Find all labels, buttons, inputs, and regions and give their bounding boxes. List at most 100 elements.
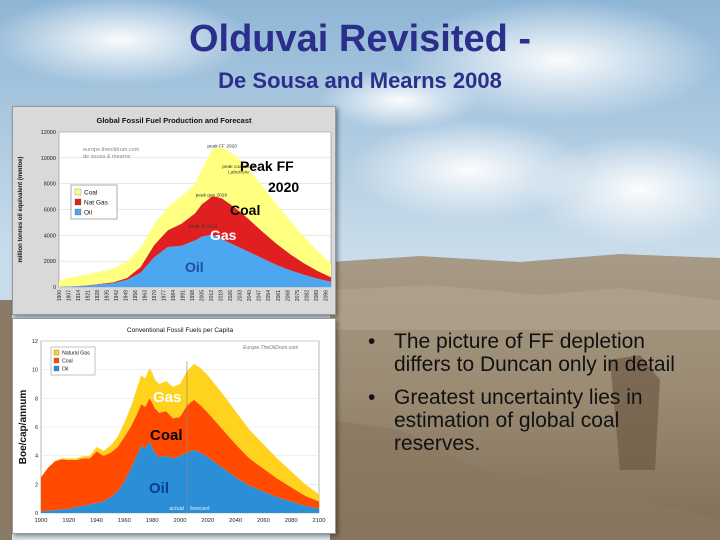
x-tick-label: 2033 xyxy=(238,290,244,301)
legend-label: Oil xyxy=(62,367,68,373)
annotation-label: peak coal 2048 xyxy=(222,164,255,170)
legend-label: Coal xyxy=(84,190,98,197)
watermark-line: de sousa & mearns xyxy=(83,154,131,160)
y-tick-label: 2 xyxy=(35,482,38,488)
annotation-label: peak FF 2020 xyxy=(207,144,237,150)
y-tick-label: 0 xyxy=(53,285,56,291)
legend-label: Nat Gas xyxy=(84,200,109,207)
area-coal xyxy=(59,147,331,287)
big-label-oil: Oil xyxy=(185,259,204,275)
bullet-text: The picture of FF depletion differs to D… xyxy=(394,330,675,376)
y-tick-label: 12 xyxy=(32,339,38,345)
x-tick-label: 1935 xyxy=(104,290,110,301)
y-tick-label: 10000 xyxy=(41,156,56,162)
legend-swatch xyxy=(53,365,60,372)
per-capita-chart: 0 2 4 6 8 10 12 1900 1920 1940 1960 1980 2000 2020 204… xyxy=(13,319,335,533)
x-tick-label: 2100 xyxy=(313,518,326,524)
x-tick-label: 1980 xyxy=(146,518,159,524)
chart-title: Global Fossil Fuel Production and Foreca… xyxy=(96,116,252,125)
x-tick-label: 1991 xyxy=(181,290,187,301)
legend-swatch xyxy=(74,208,82,216)
area-oil xyxy=(59,234,331,287)
y-tick-label: 10 xyxy=(32,368,38,374)
annotation-label: Laherrere xyxy=(228,169,249,175)
x-tick-label: 1914 xyxy=(76,290,82,301)
x-tick-label: 1970 xyxy=(152,290,158,301)
big-label-coal: Coal xyxy=(150,427,183,444)
big-label-gas: Gas xyxy=(210,227,237,243)
big-label-gas: Gas xyxy=(153,389,181,406)
annotation-label: peak gas 2029 xyxy=(196,193,228,199)
x-tick-label: 2080 xyxy=(285,518,298,524)
bullet-dot: • xyxy=(368,330,376,353)
x-tick-label: 1920 xyxy=(62,518,75,524)
x-tick-label: 2020 xyxy=(201,518,214,524)
legend-swatch xyxy=(53,349,60,356)
x-tick-label: 2047 xyxy=(257,290,263,301)
x-tick-label: 2089 xyxy=(314,290,320,301)
y-tick-label: 4 xyxy=(35,454,38,460)
y-tick-label: 4000 xyxy=(44,233,56,239)
per-capita-chart-panel: 0 2 4 6 8 10 12 1900 1920 1940 1960 1980 2000 2020 204… xyxy=(12,318,336,534)
x-tick-label: 1928 xyxy=(95,290,101,301)
bullet-dot: • xyxy=(368,386,376,409)
x-tick-label: 2061 xyxy=(276,290,282,301)
production-chart-panel: 0 2000 4000 6000 8000 10000 12000 1900 1907 1914 1… xyxy=(12,106,336,315)
x-tick-label: 1977 xyxy=(162,290,168,301)
divider-label-actual: actual xyxy=(169,506,184,512)
y-tick-label: 6 xyxy=(35,425,38,431)
x-tick-label: 2026 xyxy=(228,290,234,301)
x-tick-label: 1984 xyxy=(171,290,177,301)
y-tick-label: 0 xyxy=(35,511,38,517)
x-tick-label: 1940 xyxy=(90,518,103,524)
x-tick-label: 1921 xyxy=(85,290,91,301)
x-tick-label: 2040 xyxy=(247,290,253,301)
slide-subtitle: De Sousa and Mearns 2008 xyxy=(218,68,502,93)
x-tick-label: 2019 xyxy=(219,290,225,301)
big-label-peak: Peak FF xyxy=(240,158,294,174)
big-label-peak-year: 2020 xyxy=(268,179,299,195)
legend-label: Natural Gas xyxy=(62,351,90,357)
bullet-list: • The picture of FF depletion differs to … xyxy=(366,330,702,465)
x-tick-label: 2040 xyxy=(229,518,242,524)
x-tick-label: 1949 xyxy=(123,290,129,301)
chart-title: Conventional Fossil Fuels per Capita xyxy=(127,327,234,334)
watermark-line: europe.theoildrum.com xyxy=(83,147,140,153)
y-axis-label: million tonnes oil equivalent (mmtoe) xyxy=(18,156,24,262)
x-tick-label: 2005 xyxy=(200,290,206,301)
watermark: Europe.TheOilDrum.com xyxy=(243,345,298,351)
legend-swatch xyxy=(53,357,60,364)
bullet-text: Greatest uncertainty lies in estimation … xyxy=(394,386,643,455)
annotation-label: peak oil 2012 xyxy=(189,224,218,230)
x-tick-label: 1963 xyxy=(142,290,148,301)
area-natural-gas xyxy=(41,363,319,502)
legend-label: Oil xyxy=(84,210,93,217)
y-tick-label: 8000 xyxy=(44,182,56,188)
x-tick-label: 1907 xyxy=(66,290,72,301)
y-tick-label: 6000 xyxy=(44,208,56,214)
y-tick-label: 2000 xyxy=(44,259,56,265)
x-tick-label: 1960 xyxy=(118,518,131,524)
x-tick-label: 2054 xyxy=(266,290,272,301)
y-axis-label: Boe/cap/annum xyxy=(18,390,29,465)
y-tick-label: 8 xyxy=(35,396,38,402)
legend-label: Coal xyxy=(62,359,73,365)
bullet-item: • Greatest uncertainty lies in estimation… xyxy=(366,386,702,455)
area-oil xyxy=(41,441,319,513)
x-tick-label: 1900 xyxy=(35,518,48,524)
x-tick-label: 2068 xyxy=(285,290,291,301)
x-tick-label: 1900 xyxy=(57,290,63,301)
area-gas xyxy=(59,196,331,287)
slide-title: Olduvai Revisited - xyxy=(188,18,532,60)
x-tick-label: 2082 xyxy=(304,290,310,301)
x-tick-label: 1942 xyxy=(114,290,120,301)
legend-swatch xyxy=(74,188,82,196)
legend-swatch xyxy=(74,198,82,206)
x-tick-label: 2096 xyxy=(323,290,329,301)
x-tick-label: 1998 xyxy=(190,290,196,301)
divider-label-forecast: forecast xyxy=(190,506,210,512)
area-coal xyxy=(41,398,319,512)
big-label-oil: Oil xyxy=(149,480,169,497)
